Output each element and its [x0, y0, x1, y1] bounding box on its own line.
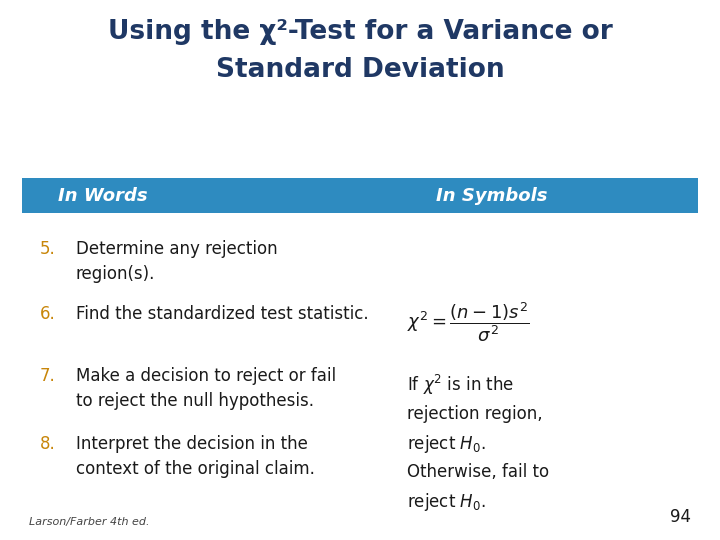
Text: Determine any rejection
region(s).: Determine any rejection region(s). — [76, 240, 277, 284]
Text: 6.: 6. — [40, 305, 55, 323]
FancyBboxPatch shape — [22, 178, 698, 213]
Text: If $\chi^2$ is in the
rejection region,
reject $H_0$.
Otherwise, fail to
reject : If $\chi^2$ is in the rejection region, … — [407, 373, 549, 512]
Text: Standard Deviation: Standard Deviation — [216, 57, 504, 83]
Text: In Words: In Words — [58, 187, 147, 205]
Text: Make a decision to reject or fail
to reject the null hypothesis.: Make a decision to reject or fail to rej… — [76, 367, 336, 410]
Text: Using the χ²-Test for a Variance or: Using the χ²-Test for a Variance or — [107, 19, 613, 45]
Text: 5.: 5. — [40, 240, 55, 258]
Text: Find the standardized test statistic.: Find the standardized test statistic. — [76, 305, 368, 323]
Text: 7.: 7. — [40, 367, 55, 385]
Text: 8.: 8. — [40, 435, 55, 453]
Text: 94: 94 — [670, 509, 691, 526]
Text: $\chi^2 = \dfrac{(n-1)s^2}{\sigma^2}$: $\chi^2 = \dfrac{(n-1)s^2}{\sigma^2}$ — [407, 300, 529, 343]
Text: In Symbols: In Symbols — [436, 187, 547, 205]
Text: Interpret the decision in the
context of the original claim.: Interpret the decision in the context of… — [76, 435, 315, 478]
Text: Larson/Farber 4th ed.: Larson/Farber 4th ed. — [29, 516, 149, 526]
